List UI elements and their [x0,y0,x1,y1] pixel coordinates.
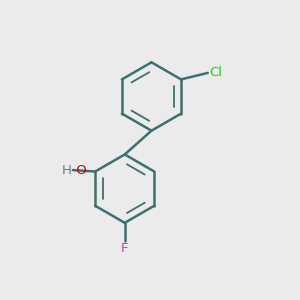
Text: F: F [121,242,128,255]
Text: Cl: Cl [209,66,222,80]
Text: O: O [72,164,87,177]
Text: H: H [62,164,72,177]
